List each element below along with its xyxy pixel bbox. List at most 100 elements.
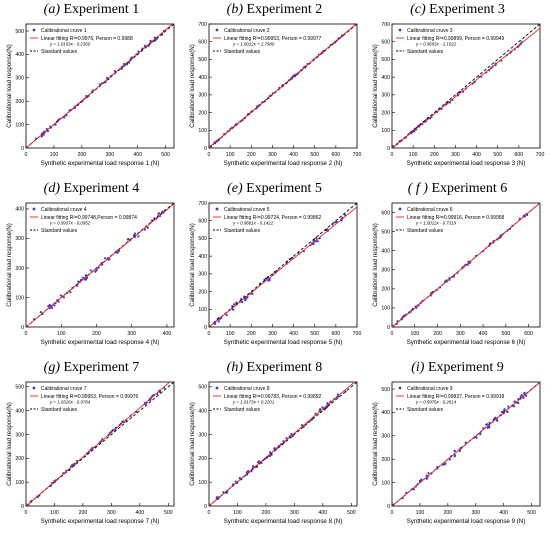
y-axis-label: Calibrational load response(N) xyxy=(6,223,13,307)
x-tick-label: 500 xyxy=(347,510,356,516)
panel-letter: (i) xyxy=(411,360,425,375)
plot-area xyxy=(392,24,540,148)
y-tick-label: 200 xyxy=(381,110,390,116)
x-tick-label: 400 xyxy=(319,510,328,516)
x-tick-label: 400 xyxy=(133,152,142,158)
scatter-point xyxy=(453,454,457,457)
x-tick-label: 400 xyxy=(289,152,298,158)
y-tick-label: 400 xyxy=(198,408,207,414)
x-tick-label: 200 xyxy=(79,510,88,516)
y-tick-label: 100 xyxy=(198,480,207,486)
panel-letter: (g) xyxy=(43,360,60,375)
y-tick-label: 200 xyxy=(15,456,24,462)
y-tick-label: 300 xyxy=(198,432,207,438)
legend-marker-scatter xyxy=(398,207,402,211)
panel-letter: (c) xyxy=(410,2,426,17)
panel-8: (h) Experiment 8 0 100 200 300 400 500 0 100 200… xyxy=(183,358,366,537)
legend-label-fit: Linear fitting R²=0.99953, Person = 0.99… xyxy=(224,36,322,42)
scatter-point xyxy=(522,396,525,399)
x-axis-label: Synthetic experimental load response 8 (… xyxy=(224,518,343,525)
y-tick-label: 400 xyxy=(381,248,390,254)
panel-letter: (a) xyxy=(43,2,60,17)
legend-label-standard: Standard values xyxy=(224,407,261,413)
scatter-point xyxy=(57,300,60,303)
x-tick-label: 300 xyxy=(107,510,116,516)
scatter-point xyxy=(103,257,107,260)
fit-equation: y = 1.0103x - 0.2360 xyxy=(49,42,91,47)
y-tick-label: 700 xyxy=(198,201,207,207)
x-tick-label: 600 xyxy=(515,152,524,158)
panel-2: (b) Experiment 2 0 100 200 300 400 500 600 700 0… xyxy=(183,0,366,179)
scatter-point xyxy=(519,395,522,398)
scatter-point xyxy=(39,311,42,314)
panel-title: ( f ) Experiment 6 xyxy=(366,181,549,197)
y-tick-label: 0 xyxy=(21,504,24,510)
y-tick-label: 500 xyxy=(198,236,207,242)
panel-title: (b) Experiment 2 xyxy=(183,2,366,18)
standard-line xyxy=(209,203,357,327)
plot-area xyxy=(209,24,357,148)
y-tick-label: 400 xyxy=(381,410,390,416)
legend-label-fit: Linear fitting R²=0.99837, Person = 0.99… xyxy=(407,394,505,400)
chart-6: 0 100 200 300 400 500 600 0 100 200 300 400 500 600 Sy… xyxy=(372,202,541,346)
legend-label-fit: Linear fitting R²=0.9976, Person = 0.998… xyxy=(41,36,133,42)
x-axis-label: Synthetic experimental load response 9 (… xyxy=(407,518,526,525)
scatter-point xyxy=(486,426,489,429)
panel-title-text: Experiment 3 xyxy=(429,2,505,17)
y-tick-label: 700 xyxy=(381,22,390,28)
fit-line xyxy=(392,27,540,148)
y-tick-label: 400 xyxy=(198,254,207,260)
scatter-point xyxy=(268,454,272,458)
legend-label-fit: Linear fitting R²=0.99953, Person = 0.99… xyxy=(41,394,139,400)
y-tick-label: 600 xyxy=(381,210,390,216)
fit-line xyxy=(209,382,356,506)
fit-equation: y = 0.9937x - 0.0952 xyxy=(49,221,91,226)
panel-letter: (e) xyxy=(227,181,243,196)
y-tick-label: 200 xyxy=(198,289,207,295)
y-tick-label: 100 xyxy=(381,306,390,312)
x-axis-label: Synthetic experimental load response 3 (… xyxy=(407,160,526,167)
x-tick-label: 400 xyxy=(163,331,172,337)
panel-1: (a) Experiment 1 0 100 200 300 400 500 0 100 200… xyxy=(0,0,183,179)
legend-label-standard: Standard values xyxy=(41,407,78,413)
y-tick-label: 500 xyxy=(381,229,390,235)
x-tick-label: 0 xyxy=(25,152,28,158)
legend-label-fit: Linear fitting R²=0.99899, Person = 0.99… xyxy=(407,36,505,42)
x-tick-label: 700 xyxy=(353,331,362,337)
scatter-point xyxy=(147,44,150,48)
x-tick-label: 700 xyxy=(536,152,545,158)
scatter-point xyxy=(524,394,528,397)
panel-title: (d) Experiment 4 xyxy=(0,181,183,197)
panel-letter: (h) xyxy=(226,360,243,375)
y-tick-label: 300 xyxy=(381,93,390,99)
legend-label-scatter: Calibrational cruve 4 xyxy=(41,207,87,213)
x-tick-label: 400 xyxy=(479,331,488,337)
scatter-point xyxy=(316,240,319,243)
x-tick-label: 500 xyxy=(310,152,319,158)
legend-label-standard: Standard values xyxy=(224,49,261,55)
legend-label-standard: Standard values xyxy=(41,228,78,234)
panel-letter: (d) xyxy=(43,181,60,196)
fit-line xyxy=(26,382,171,506)
x-tick-label: 700 xyxy=(353,152,362,158)
scatter-point xyxy=(448,458,451,461)
x-axis-label: Synthetic experimental load response 5 (… xyxy=(224,339,343,346)
scatter-point xyxy=(290,432,293,436)
legend-label-standard: Standard values xyxy=(407,228,444,234)
panel-title-text: Experiment 2 xyxy=(246,2,323,17)
scatter-point xyxy=(251,292,254,295)
legend-label-fit: Linear fitting R²=0.99748,Person = 0.998… xyxy=(41,215,137,221)
x-tick-label: 500 xyxy=(527,510,536,516)
fit-line xyxy=(26,24,174,148)
legend-label-scatter: Calibrational cruve 7 xyxy=(41,386,87,392)
x-tick-label: 0 xyxy=(208,331,211,337)
legend-label-standard: Standard values xyxy=(407,407,444,413)
x-axis-label: Synthetic experimental load response 1 (… xyxy=(41,160,160,167)
legend-marker-scatter xyxy=(398,28,402,32)
scatter-point xyxy=(40,135,44,138)
legend-label-standard: Standard values xyxy=(407,49,444,55)
y-tick-label: 600 xyxy=(381,40,390,46)
scatter-point xyxy=(464,441,467,444)
y-tick-label: 0 xyxy=(204,504,207,510)
